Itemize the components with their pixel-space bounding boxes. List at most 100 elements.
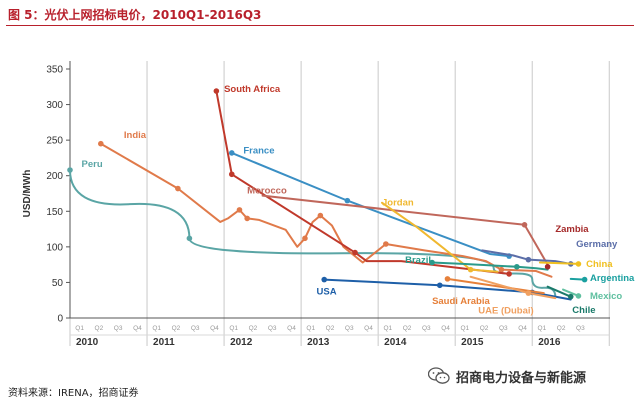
series-point-india (383, 241, 389, 247)
quarter-label: Q2 (403, 325, 412, 332)
series-label-morocco: Morocco (247, 186, 287, 197)
series-label-india: India (124, 130, 147, 141)
series-point-usa (436, 282, 443, 289)
chart-series-layer (67, 88, 588, 301)
quarter-label: Q3 (114, 325, 123, 332)
series-label-uae-dubai: UAE (Dubai) (478, 306, 533, 317)
series-line-chile (546, 285, 572, 298)
series-point-brazil (429, 259, 435, 266)
quarter-label: Q2 (172, 325, 181, 332)
series-point-india (236, 207, 243, 213)
series-point-uae-dubai (525, 290, 532, 296)
quarter-label: Q4 (364, 325, 373, 332)
figure-title: 图 5：光伏上网招标电价，2010Q1-2016Q3 (8, 8, 262, 22)
figure-source: 资料来源：IRENA，招商证券 (8, 388, 139, 399)
series-point-india (98, 140, 104, 147)
series-line-india (99, 142, 553, 278)
series-label-peru: Peru (82, 159, 103, 170)
year-label: 2015 (461, 337, 484, 348)
series-point-south-africa (213, 88, 220, 94)
series-point-germany (525, 256, 532, 263)
series-point-india (175, 185, 181, 192)
series-point-india (302, 235, 308, 242)
series-point-mexico (575, 293, 582, 299)
quarter-label: Q4 (210, 325, 219, 332)
year-label: 2012 (230, 337, 253, 348)
quarter-label: Q3 (191, 325, 200, 332)
y-tick-label: 200 (46, 171, 63, 182)
y-tick-label: 100 (46, 242, 63, 253)
series-label-zambia: Zambia (555, 224, 589, 235)
wechat-icon (428, 367, 450, 384)
series-label-france: France (243, 146, 274, 157)
year-label: 2010 (76, 337, 99, 348)
y-axis-label: USD/MWh (22, 170, 33, 218)
plot-background (60, 40, 624, 350)
quarter-label: Q1 (460, 325, 469, 332)
series-point-china (575, 261, 582, 267)
series-label-chile: Chile (572, 305, 595, 316)
quarter-label: Q3 (268, 325, 277, 332)
series-point-south-africa (506, 271, 512, 277)
year-label: 2013 (307, 337, 330, 348)
year-label: 2011 (153, 337, 175, 348)
chart-axes: 0 50 100 150 200 250 300 350 USD/MWh Q1 Q2 Q3 Q4 2010… (22, 40, 624, 350)
quarter-label: Q4 (133, 325, 142, 332)
series-point-chile (567, 293, 574, 300)
series-point-saudi-arabia (444, 276, 451, 282)
series-point-morocco (521, 222, 528, 228)
series-point-south-africa (228, 171, 235, 178)
quarter-label: Q3 (422, 325, 431, 332)
series-label-germany: Germany (576, 239, 618, 250)
chart-label-layer: Peru India South Africa France Morocco Jordan… (82, 84, 635, 317)
series-label-usa: USA (317, 287, 337, 298)
watermark: 招商电力设备与新能源 (428, 366, 586, 386)
quarter-label: Q3 (499, 325, 508, 332)
quarter-label: Q1 (75, 325, 84, 332)
series-point-jordan (467, 266, 474, 273)
y-tick-label: 250 (46, 136, 63, 147)
quarter-label: Q3 (576, 325, 585, 332)
quarter-label: Q2 (326, 325, 335, 332)
series-label-brazil: Brazil (405, 255, 431, 266)
quarter-label: Q2 (557, 325, 566, 332)
quarter-label: Q1 (538, 325, 547, 332)
quarter-label: Q3 (345, 325, 354, 332)
quarter-label: Q1 (152, 325, 161, 332)
series-point-france (344, 197, 351, 204)
series-label-china: China (586, 259, 613, 270)
series-label-mexico: Mexico (590, 291, 622, 302)
y-tick-label: 50 (52, 278, 64, 289)
watermark-text: 招商电力设备与新能源 (456, 370, 587, 386)
series-point-south-africa (352, 249, 358, 256)
y-tick-label: 350 (46, 65, 63, 76)
series-line-china (538, 261, 580, 265)
series-line-usa (323, 278, 572, 301)
title-rule (6, 25, 634, 26)
quarter-label: Q1 (229, 325, 238, 332)
quarter-label: Q4 (287, 325, 296, 332)
year-label: 2014 (384, 337, 407, 348)
y-tick-label: 0 (57, 314, 63, 325)
series-label-south-africa: South Africa (224, 84, 281, 95)
series-point-india (317, 212, 324, 219)
quarter-label: Q4 (441, 325, 450, 332)
quarter-label: Q4 (518, 325, 527, 332)
quarter-label: Q2 (95, 325, 104, 332)
series-point-argentina (581, 276, 588, 283)
series-point-peru (67, 167, 73, 173)
series-label-saudi-arabia: Saudi Arabia (432, 296, 490, 307)
series-label-jordan: Jordan (382, 198, 414, 209)
series-point-india (244, 215, 250, 222)
series-line-south-africa (215, 90, 511, 275)
y-tick-label: 300 (46, 100, 63, 111)
series-point-india (498, 266, 505, 273)
series-line-jordan (381, 201, 499, 273)
quarter-label: Q1 (383, 325, 392, 332)
series-point-brazil (514, 263, 520, 270)
year-label: 2016 (538, 337, 561, 348)
series-point-zambia (544, 263, 551, 270)
quarter-label: Q1 (306, 325, 315, 332)
quarter-label: Q2 (249, 325, 258, 332)
